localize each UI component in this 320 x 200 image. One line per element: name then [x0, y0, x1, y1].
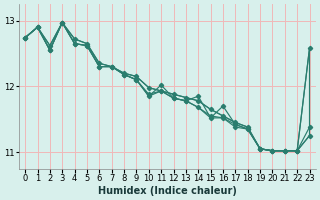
Polygon shape: [25, 23, 309, 151]
X-axis label: Humidex (Indice chaleur): Humidex (Indice chaleur): [98, 186, 237, 196]
